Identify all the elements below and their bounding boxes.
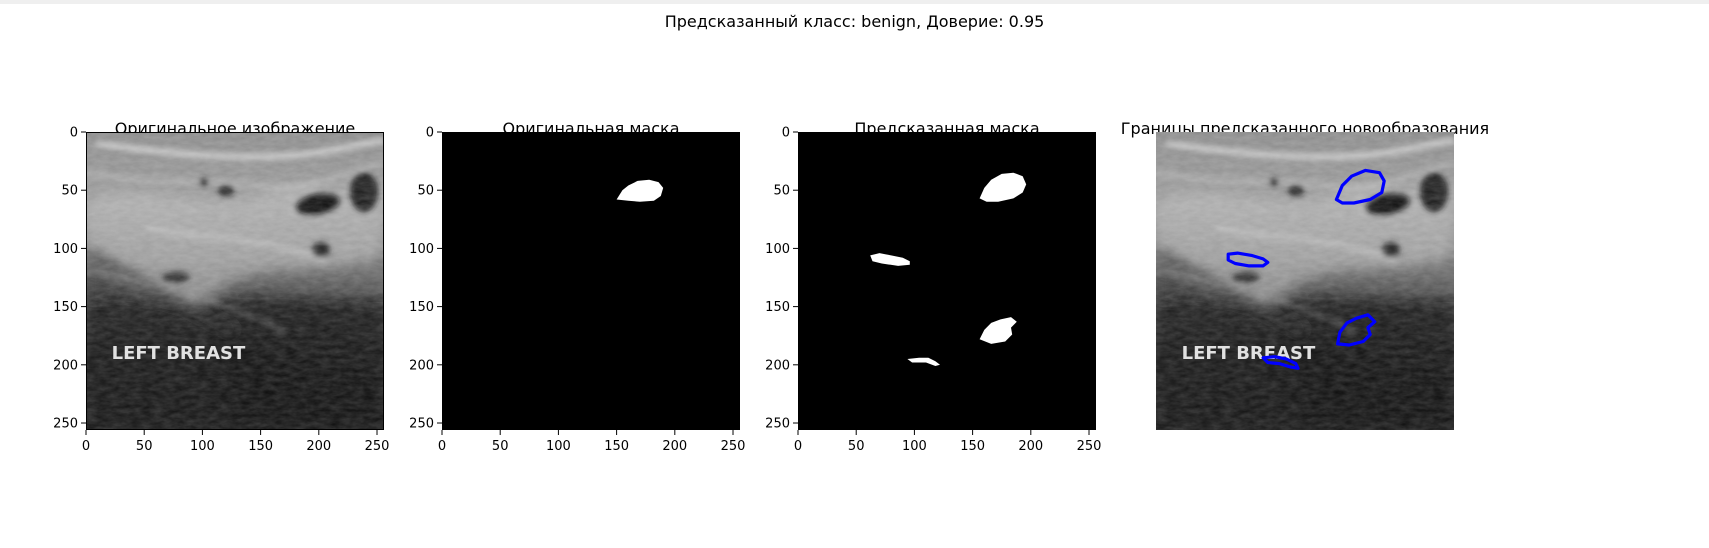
x-tick-label: 150 xyxy=(960,439,985,454)
y-tick-label: 50 xyxy=(61,184,78,199)
y-tick-label: 100 xyxy=(53,242,78,257)
panel-4: LEFT BREAST xyxy=(1156,132,1454,430)
axes-frame xyxy=(798,132,1096,430)
y-tick-label: 0 xyxy=(70,126,78,141)
figure-suptitle: Предсказанный класс: benign, Доверие: 0.… xyxy=(664,12,1045,31)
y-tick-label: 0 xyxy=(782,126,790,141)
y-tick-label: 0 xyxy=(426,126,434,141)
x-tick-label: 0 xyxy=(82,439,90,454)
mask-background xyxy=(798,132,1096,430)
x-tick-label: 100 xyxy=(190,439,215,454)
y-tick-label: 250 xyxy=(409,417,434,432)
y-tick-label: 150 xyxy=(409,300,434,315)
x-tick-label: 200 xyxy=(306,439,331,454)
window-top-bar xyxy=(0,0,1709,4)
x-tick-label: 150 xyxy=(248,439,273,454)
image-caption-left-breast: LEFT BREAST xyxy=(112,343,246,364)
y-tick-label: 100 xyxy=(765,242,790,257)
x-tick-label: 0 xyxy=(438,439,446,454)
x-tick-label: 50 xyxy=(492,439,509,454)
y-tick-label: 250 xyxy=(53,417,78,432)
mask-region-pTop xyxy=(979,172,1027,202)
axes-frame xyxy=(86,132,384,430)
y-tick-label: 250 xyxy=(765,417,790,432)
mask-region-pLower xyxy=(979,317,1017,344)
y-tick-label: 50 xyxy=(773,184,790,199)
lesion-contour-3 xyxy=(1336,313,1377,347)
mask-background xyxy=(442,132,740,430)
y-tick-label: 50 xyxy=(417,184,434,199)
x-tick-label: 250 xyxy=(365,439,390,454)
panel-2: 0 50 100 150 200 250 0 50 100 150 200 250 xyxy=(409,126,745,455)
x-tick-label: 250 xyxy=(721,439,746,454)
x-tick-label: 100 xyxy=(902,439,927,454)
y-tick-label: 100 xyxy=(409,242,434,257)
x-tick-label: 0 xyxy=(794,439,802,454)
panel-1: LEFT BREAST 0 50 100 150 200 250 0 50 100 150 200 25… xyxy=(53,126,389,455)
image-caption-left-breast: LEFT BREAST xyxy=(1182,343,1316,364)
mask-region-pLeft xyxy=(870,253,910,266)
y-tick-label: 200 xyxy=(53,358,78,373)
y-tick-label: 200 xyxy=(765,358,790,373)
x-tick-label: 50 xyxy=(136,439,153,454)
mask-region-gtLesion xyxy=(616,179,664,202)
y-tick-label: 150 xyxy=(53,300,78,315)
ultrasound-image xyxy=(86,132,384,430)
x-tick-label: 200 xyxy=(662,439,687,454)
x-tick-label: 50 xyxy=(848,439,865,454)
axes-frame xyxy=(442,132,740,430)
x-tick-label: 150 xyxy=(604,439,629,454)
mask-region-pSmall xyxy=(907,357,940,366)
x-tick-label: 250 xyxy=(1077,439,1102,454)
lesion-contour-1 xyxy=(1334,168,1386,205)
lesion-contour-2 xyxy=(1226,251,1270,268)
y-tick-label: 200 xyxy=(409,358,434,373)
y-tick-label: 150 xyxy=(765,300,790,315)
x-tick-label: 200 xyxy=(1018,439,1043,454)
ultrasound-image xyxy=(1156,132,1454,430)
panel-3: 0 50 100 150 200 250 0 50 100 150 200 250 xyxy=(765,126,1101,455)
x-tick-label: 100 xyxy=(546,439,571,454)
lesion-contour-4 xyxy=(1261,355,1300,370)
